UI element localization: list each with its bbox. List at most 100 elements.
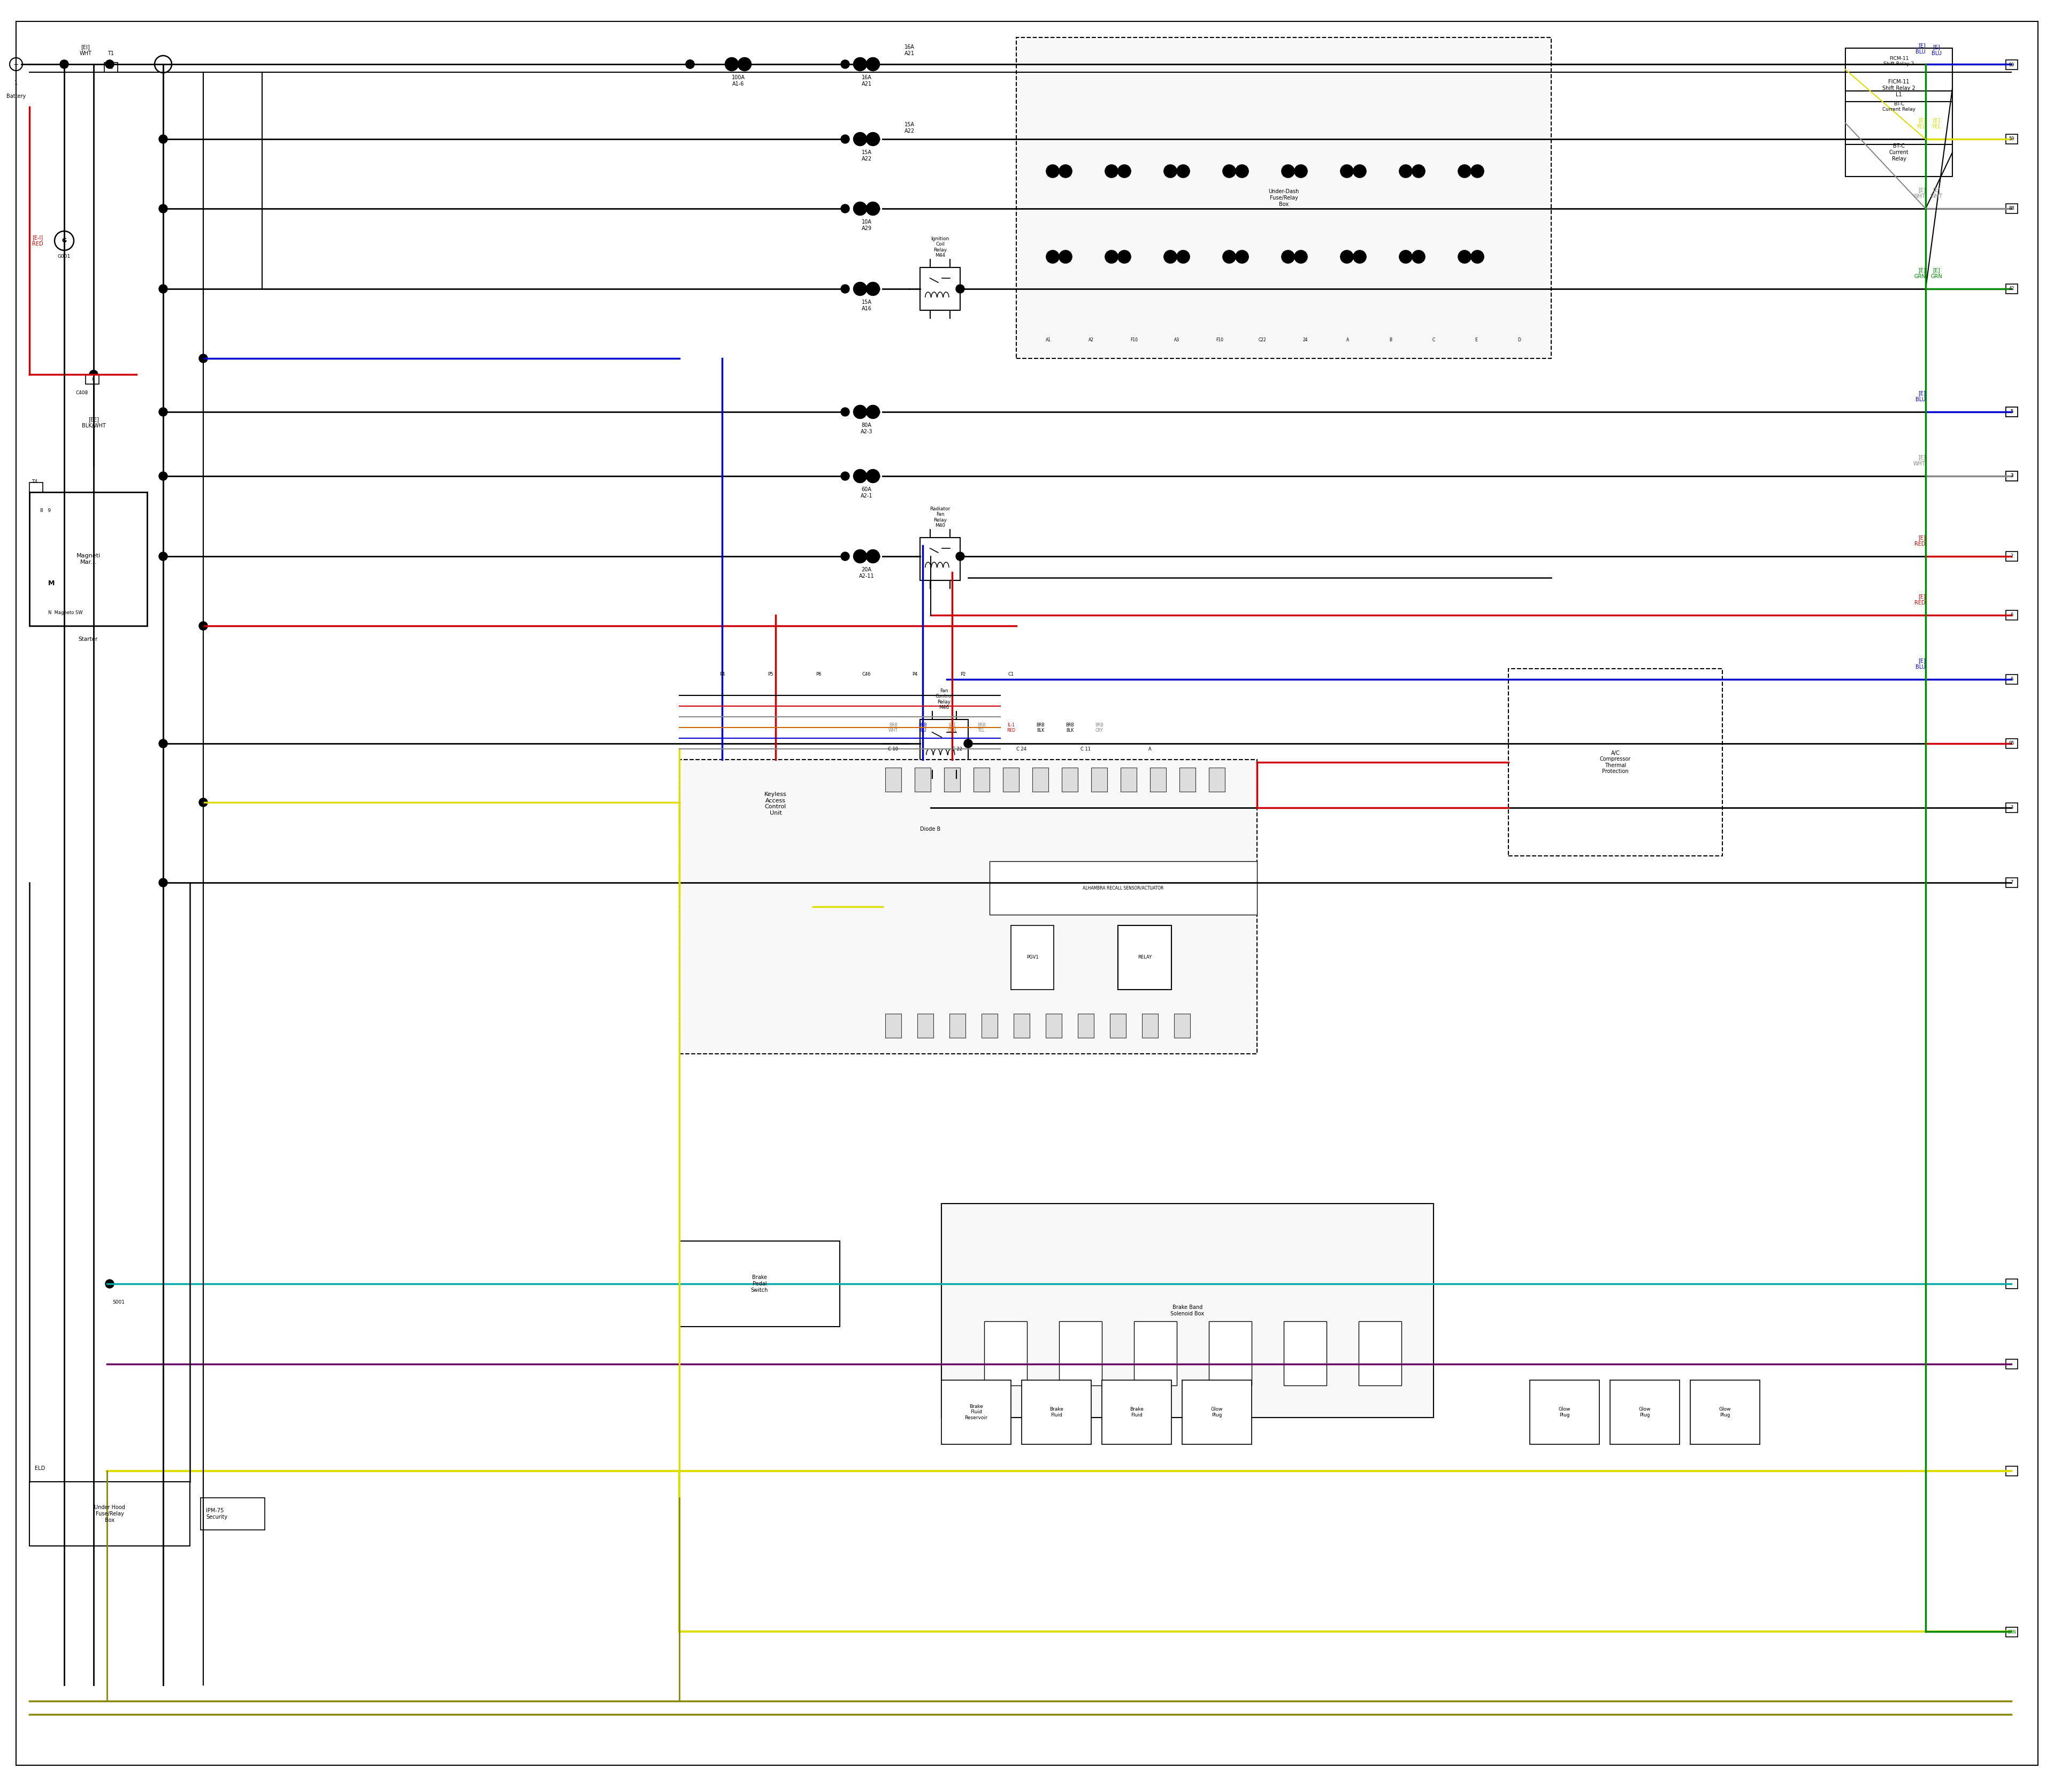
Circle shape	[1399, 165, 1413, 177]
Text: [E]
WHT: [E] WHT	[1931, 188, 1943, 199]
Text: Glow
Plug: Glow Plug	[1559, 1407, 1571, 1417]
Text: 10A
A29: 10A A29	[861, 219, 871, 231]
Bar	[1284, 1321, 1327, 1385]
Bar	[680, 760, 1257, 1054]
Bar	[2007, 1279, 2017, 1288]
Circle shape	[854, 133, 867, 145]
Text: F10: F10	[1130, 337, 1138, 342]
Text: A/C
Compressor
Thermal
Protection: A/C Compressor Thermal Protection	[1600, 751, 1631, 774]
Circle shape	[60, 59, 68, 68]
Circle shape	[867, 57, 879, 70]
Text: 6: 6	[2011, 677, 2013, 681]
Circle shape	[867, 202, 879, 215]
Circle shape	[1105, 251, 1117, 263]
Text: 15A
A22: 15A A22	[861, 151, 871, 161]
Text: Brake
Fluid
Reservoir: Brake Fluid Reservoir	[965, 1405, 988, 1421]
Bar	[1011, 925, 1054, 989]
Text: [E]
RED: [E] RED	[1914, 536, 1927, 547]
Text: Keyless
Access
Control
Unit: Keyless Access Control Unit	[764, 792, 787, 815]
Bar	[2007, 674, 2017, 685]
Bar	[2007, 552, 2017, 561]
Text: 6: 6	[2011, 613, 2013, 618]
Text: 59: 59	[2009, 63, 2015, 66]
Text: IL-1
RED: IL-1 RED	[1006, 722, 1015, 733]
Circle shape	[158, 878, 168, 887]
Bar	[1060, 1321, 1101, 1385]
Text: C 22: C 22	[953, 747, 963, 751]
Text: Diode B: Diode B	[920, 826, 941, 831]
Bar	[941, 1204, 1434, 1417]
Text: Brake
Fluid: Brake Fluid	[1050, 1407, 1064, 1417]
Circle shape	[1413, 251, 1425, 263]
Text: C: C	[1432, 337, 1436, 342]
Text: Radiator
Fan
Relay
M40: Radiator Fan Relay M40	[930, 507, 951, 529]
Circle shape	[686, 59, 694, 68]
Text: 88: 88	[2009, 206, 2015, 211]
Circle shape	[158, 471, 168, 480]
Circle shape	[840, 134, 850, 143]
Bar	[1013, 1014, 1029, 1038]
Circle shape	[199, 355, 207, 362]
Bar	[2007, 1466, 2017, 1477]
Text: BT-C
Current Relay: BT-C Current Relay	[1881, 102, 1916, 113]
Bar	[105, 63, 117, 72]
Text: C 11: C 11	[1080, 747, 1091, 751]
Text: BRB
WHT: BRB WHT	[889, 722, 898, 733]
Text: N  Magneto SW: N Magneto SW	[47, 611, 82, 615]
Text: ELD: ELD	[35, 1466, 45, 1471]
Text: Starter: Starter	[78, 636, 99, 642]
Circle shape	[1413, 165, 1425, 177]
Circle shape	[840, 204, 850, 213]
Bar	[984, 1321, 1027, 1385]
Circle shape	[1117, 165, 1132, 177]
Text: 24: 24	[1302, 337, 1308, 342]
Circle shape	[88, 371, 99, 378]
Text: 1: 1	[90, 378, 92, 382]
Text: [E]
YEL: [E] YEL	[1916, 118, 1927, 129]
Bar	[918, 1014, 933, 1038]
Text: [E]
BLU: [E] BLU	[1916, 658, 1927, 670]
Circle shape	[1354, 165, 1366, 177]
Bar	[2007, 1360, 2017, 1369]
Text: T1: T1	[107, 50, 113, 56]
Circle shape	[1165, 251, 1177, 263]
Bar	[1690, 1380, 1760, 1444]
Circle shape	[1341, 165, 1354, 177]
Bar	[2007, 878, 2017, 887]
Circle shape	[1105, 165, 1117, 177]
Circle shape	[158, 134, 168, 143]
Circle shape	[158, 204, 168, 213]
Text: Glow
Plug: Glow Plug	[1212, 1407, 1222, 1417]
Text: [E]
YEL: [E] YEL	[1931, 118, 1941, 129]
Circle shape	[1282, 251, 1294, 263]
Text: FICM-11
Shift Relay 2: FICM-11 Shift Relay 2	[1884, 56, 1914, 66]
Bar	[2007, 407, 2017, 418]
Text: 5: 5	[2011, 410, 2013, 414]
Bar	[2007, 611, 2017, 620]
Bar	[982, 1014, 998, 1038]
Bar	[910, 824, 930, 840]
Text: FICM-11
Shift Relay 2
L1: FICM-11 Shift Relay 2 L1	[1881, 79, 1916, 97]
Circle shape	[955, 552, 965, 561]
Text: [E]
WHT: [E] WHT	[1914, 188, 1927, 199]
Bar	[680, 1242, 840, 1326]
Text: 15A
A22: 15A A22	[904, 122, 914, 134]
Circle shape	[1237, 165, 1249, 177]
Text: M: M	[47, 579, 55, 586]
Circle shape	[963, 740, 972, 747]
Bar	[1175, 1014, 1189, 1038]
Text: Glow
Plug: Glow Plug	[1719, 1407, 1732, 1417]
Circle shape	[725, 57, 737, 70]
Bar	[86, 375, 99, 383]
Bar	[2007, 134, 2017, 143]
Bar	[1142, 1014, 1158, 1038]
Circle shape	[1045, 251, 1060, 263]
Bar	[1530, 1380, 1600, 1444]
Text: D: D	[1518, 337, 1520, 342]
Text: 20A
A2-11: 20A A2-11	[859, 566, 875, 579]
Text: BRB
BLU: BRB BLU	[918, 722, 926, 733]
Circle shape	[840, 407, 850, 416]
Text: GRN: GRN	[2007, 1629, 2017, 1634]
Circle shape	[1341, 251, 1354, 263]
Circle shape	[686, 59, 694, 68]
